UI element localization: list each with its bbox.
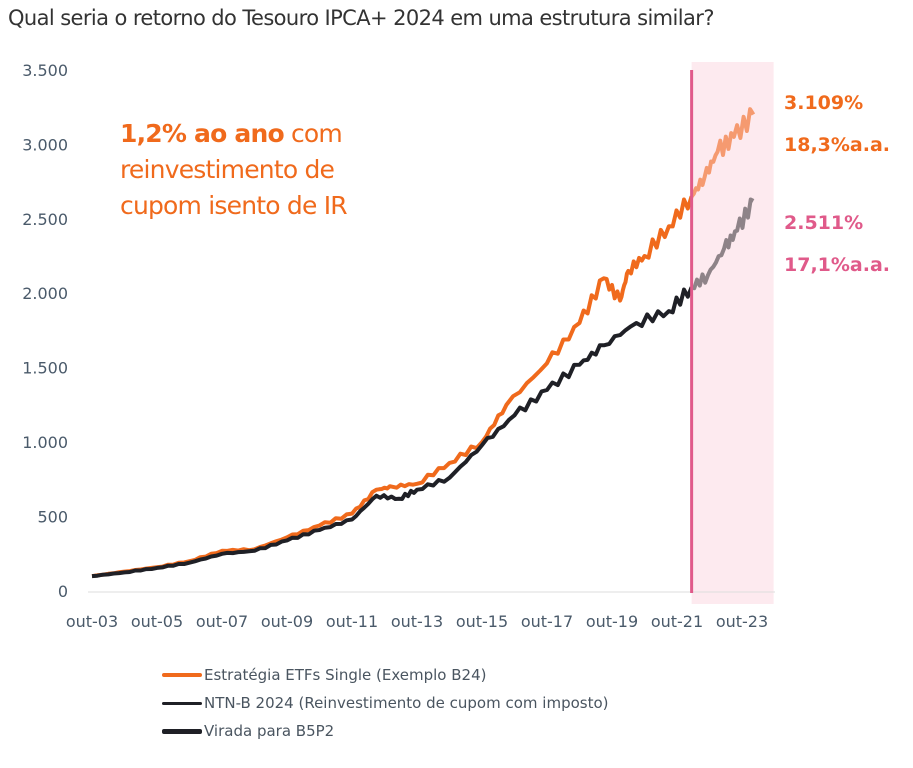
- x-tick-label: out-21: [651, 612, 703, 631]
- y-tick-label: 1.500: [22, 359, 68, 378]
- annotation-line2: reinvestimento de: [120, 155, 335, 184]
- x-tick-label: out-19: [586, 612, 638, 631]
- x-tick-label: out-05: [131, 612, 183, 631]
- forecast-shade: [691, 62, 774, 604]
- series-line-1: [91, 286, 694, 579]
- chart-title: Qual seria o retorno do Tesouro IPCA+ 20…: [8, 6, 714, 30]
- legend-label: Virada para B5P2: [204, 722, 335, 740]
- y-tick-label: 500: [37, 508, 68, 527]
- y-tick-label: 2.000: [22, 284, 68, 303]
- annotation-line3: cupom isento de IR: [120, 191, 348, 220]
- x-tick-label: out-07: [196, 612, 248, 631]
- pink-annual-label: 17,1%a.a.: [784, 254, 890, 276]
- legend-swatch-orange: [162, 673, 202, 677]
- pink-total-label: 2.511%: [784, 212, 864, 234]
- series-projection-0: [690, 107, 756, 198]
- y-tick-label: 3.500: [22, 61, 68, 80]
- legend-label: Estratégia ETFs Single (Exemplo B24): [204, 666, 487, 684]
- orange-annual-label: 18,3%a.a.: [784, 134, 890, 156]
- legend-item: NTN-B 2024 (Reinvestimento de cupom com …: [162, 689, 609, 717]
- y-tick-label: 3.000: [22, 135, 68, 154]
- annotation-line1: com: [283, 119, 343, 148]
- legend: Estratégia ETFs Single (Exemplo B24) NTN…: [162, 661, 609, 745]
- x-tick-label: out-11: [326, 612, 378, 631]
- legend-item: Virada para B5P2: [162, 717, 609, 745]
- x-tick-label: out-23: [716, 612, 768, 631]
- annotation: 1,2% ao ano com reinvestimento de cupom …: [120, 116, 348, 224]
- orange-total-label: 3.109%: [784, 92, 864, 114]
- x-tick-label: out-03: [66, 612, 118, 631]
- legend-swatch-black: [162, 701, 202, 705]
- annotation-bold: 1,2% ao ano: [120, 119, 285, 148]
- y-tick-label: 0: [58, 582, 68, 601]
- x-tick-label: out-09: [261, 612, 313, 631]
- series-line-0: [91, 195, 694, 579]
- y-tick-label: 1.000: [22, 433, 68, 452]
- legend-item: Estratégia ETFs Single (Exemplo B24): [162, 661, 609, 689]
- y-tick-label: 2.500: [22, 210, 68, 229]
- x-tick-label: out-15: [456, 612, 508, 631]
- x-tick-label: out-17: [521, 612, 573, 631]
- legend-swatch-black-thick: [162, 728, 202, 734]
- series-projection-1: [690, 197, 755, 291]
- legend-label: NTN-B 2024 (Reinvestimento de cupom com …: [204, 694, 609, 712]
- x-tick-label: out-13: [391, 612, 443, 631]
